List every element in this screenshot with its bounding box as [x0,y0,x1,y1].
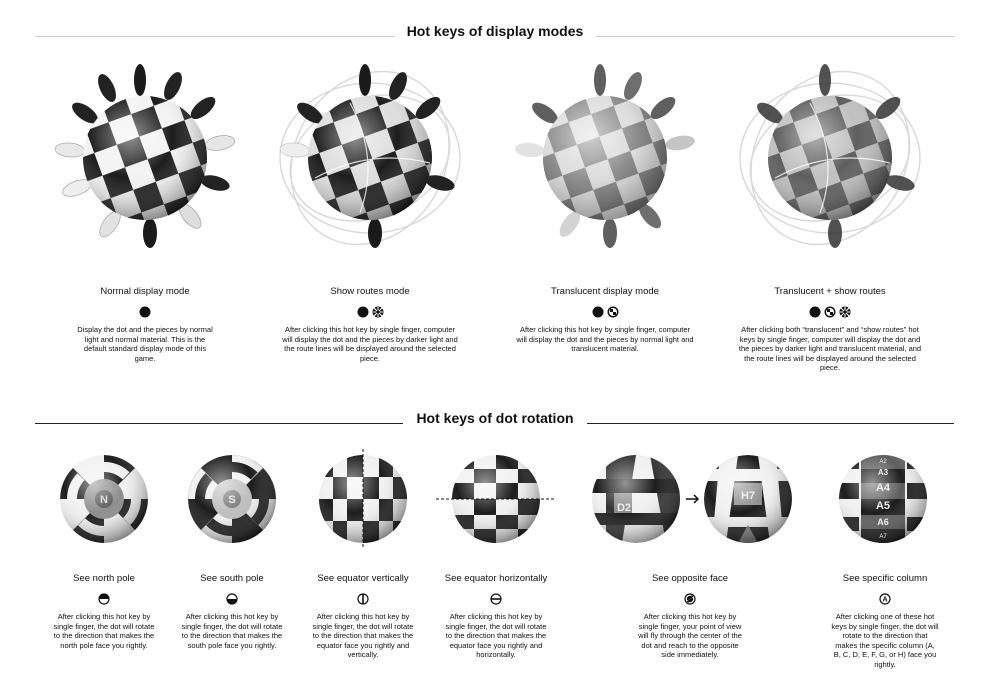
dot-rotation-rule-right [587,423,954,424]
rotation-equator-horizontal: See equator horizontally After clicking … [434,573,558,660]
display-mode-translucent-routes: Translucent + show routes After clicking… [730,286,930,373]
display-modes-title: Hot keys of display modes [406,23,584,39]
rotation-opposite-face: See opposite face After clicking this ho… [628,573,752,660]
north-pole-marker: N [100,494,108,506]
column-key-icon[interactable]: A [879,593,891,605]
column-cell-a7: A7 [879,534,887,540]
equator-vertical-key-icon[interactable] [357,593,369,605]
rotation-label: See equator vertically [317,573,409,584]
rotation-keys: A [823,593,947,605]
rotation-description: After clicking one of these hot keys by … [831,612,939,669]
rotation-label: See equator horizontally [444,573,548,584]
dot-key-icon[interactable] [357,306,369,318]
equator-vertical-sphere [319,449,407,549]
show-routes-illustration [279,64,461,248]
south-pole-marker: S [228,494,235,506]
specific-column-sphere: A2 A3 A4 A5 A6 A7 [839,455,927,543]
dot-rotation-title: Hot keys of dot rotation [416,410,574,426]
rotation-label: See south pole [200,573,264,584]
rotation-south-pole: See south pole After clicking this hot k… [170,573,294,650]
rotation-description: After clicking this hot key by single fi… [53,612,155,650]
dot-key-icon[interactable] [592,306,604,318]
dot-rotation-rule-left [35,423,403,424]
column-cell-a5: A5 [876,500,890,512]
display-modes-rule-right [596,36,954,37]
rotation-keys [301,593,425,605]
opposite-face-back-label: H7 [741,490,755,502]
normal-mode-illustration [54,64,236,248]
mode-label: Show routes mode [330,286,410,297]
display-mode-normal: Normal display mode Display the dot and … [45,286,245,363]
rotation-description: After clicking this hot key by single fi… [181,612,283,650]
rotation-keys [170,593,294,605]
translucent-routes-illustration [739,64,921,248]
column-cell-a6: A6 [877,517,889,527]
opposite-face-front-label: D2 [617,502,631,514]
opposite-face-key-icon[interactable] [684,593,696,605]
translucent-key-icon[interactable] [607,306,619,318]
mode-description: After clicking this hot key by single fi… [516,325,694,353]
mode-keys [730,306,930,318]
column-cell-a3: A3 [878,468,889,477]
south-pole-sphere: S [188,455,276,543]
rotation-keys [434,593,558,605]
rotation-description: After clicking this hot key by single fi… [312,612,414,659]
dot-key-icon[interactable] [809,306,821,318]
north-pole-key-icon[interactable] [98,593,110,605]
mode-description: After clicking both “translucent” and “s… [738,325,922,372]
rotation-description: After clicking this hot key by single fi… [638,612,742,659]
mode-keys [270,306,470,318]
rotation-north-pole: See north pole After clicking this hot k… [42,573,166,650]
rotation-label: See opposite face [651,573,729,584]
display-mode-show-routes: Show routes mode After clicking this hot… [270,286,470,363]
display-mode-translucent: Translucent display mode After clicking … [505,286,705,354]
rotation-description: After clicking this hot key by single fi… [445,612,547,659]
mode-label: Normal display mode [100,286,190,297]
mode-description: Display the dot and the pieces by normal… [77,325,213,363]
rotation-keys [42,593,166,605]
mode-keys [505,306,705,318]
display-modes-rule-left [35,36,395,37]
translucent-key-icon[interactable] [824,306,836,318]
opposite-face-spheres: D2 H7 [592,455,792,543]
equator-horizontal-key-icon[interactable] [490,593,502,605]
column-key-letter: A [882,597,887,604]
equator-horizontal-sphere [436,455,556,543]
rotation-specific-column: See specific column A After clicking one… [823,573,947,669]
mode-label: Translucent display mode [551,286,659,297]
translucent-mode-illustration [515,64,695,248]
rotation-label: See north pole [73,573,135,584]
mode-keys [45,306,245,318]
column-cell-a2: A2 [879,459,887,465]
south-pole-key-icon[interactable] [226,593,238,605]
mode-label: Translucent + show routes [774,286,886,297]
column-cell-a4: A4 [876,482,891,494]
rotation-label: See specific column [842,573,928,584]
rotation-keys [628,593,752,605]
routes-key-icon[interactable] [839,306,851,318]
rotation-equator-vertical: See equator vertically After clicking th… [301,573,425,660]
dot-key-icon[interactable] [139,306,151,318]
routes-key-icon[interactable] [372,306,384,318]
north-pole-sphere: N [60,455,148,543]
mode-description: After clicking this hot key by single fi… [282,325,458,363]
pieces-group [54,64,236,248]
